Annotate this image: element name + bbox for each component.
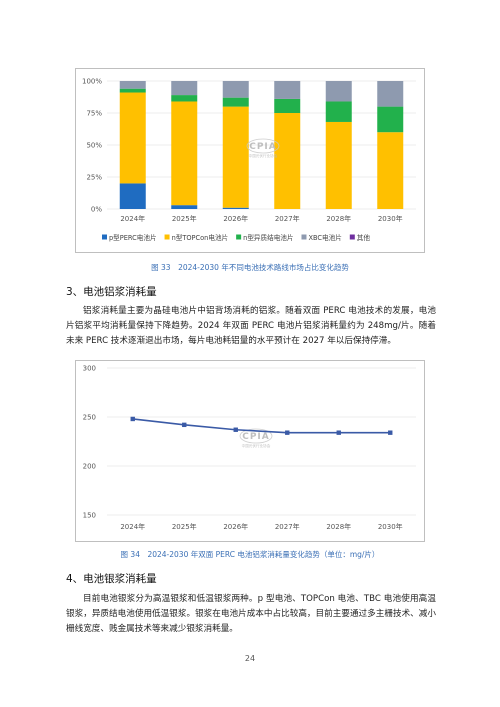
legend-swatch: [102, 234, 107, 240]
y-tick-label: 25%: [86, 174, 102, 182]
bar-segment: [119, 88, 146, 93]
bar-segment: [325, 101, 352, 122]
bar-segment: [171, 95, 198, 102]
legend-label: XBC电池片: [308, 233, 341, 242]
y-tick-label: 50%: [86, 142, 102, 150]
watermark-arc: [246, 138, 280, 154]
section-4-paragraph: 目前电池银浆分为高温银浆和低温银浆两种。p 型电池、TOPCon 电池、TBC …: [66, 594, 436, 634]
x-tick-label: 2024年: [120, 214, 145, 223]
section-3-paragraph: 铝浆消耗量主要为晶硅电池片中铝背场消耗的铝浆。随着双面 PERC 电池技术的发展…: [66, 306, 436, 346]
figure-33-caption: 图 33 2024-2030 年不同电池技术路线市场占比变化趋势: [151, 263, 349, 272]
y-tick-label: 75%: [86, 110, 102, 118]
legend-label: n型TOPCon电池片: [172, 233, 229, 242]
data-point: [336, 430, 341, 435]
x-tick-label: 2030年: [378, 522, 403, 531]
y-tick-label: 200: [83, 463, 96, 471]
legend-swatch: [236, 234, 242, 240]
data-point: [388, 430, 393, 435]
watermark-logo-text: CPIA: [242, 432, 270, 442]
watermark-sub-text: 中国光伏行业协会: [249, 153, 278, 158]
x-tick-label: 2027年: [275, 522, 300, 531]
section-3-title: 3、电池铝浆消耗量: [66, 286, 157, 298]
bar-segment: [377, 106, 404, 133]
bar-segment: [119, 183, 146, 209]
bar-segment: [274, 113, 301, 209]
x-tick-label: 2027年: [275, 214, 300, 223]
bar-segment: [325, 121, 352, 209]
line-chart: 150 200 250 300 2024年 2025年 2026年 2027年 2028年 203…: [75, 360, 425, 542]
x-tick-label: 2025年: [172, 522, 197, 531]
legend-label: p型PERC电池片: [109, 233, 157, 242]
stacked-bar-chart-svg: 0% 25% 50% 75% 100% 2024年 2025年 2026年 2027年 2028年…: [82, 78, 416, 242]
data-point: [233, 427, 238, 432]
line-chart-svg: 150 200 250 300 2024年 2025年 2026年 2027年 2028年 203…: [83, 365, 416, 531]
x-tick-label: 2026年: [223, 522, 248, 531]
x-tick-label: 2030年: [378, 214, 403, 223]
y-tick-label: 100%: [82, 78, 102, 86]
bar-segment: [222, 207, 249, 209]
bar-segment: [274, 81, 301, 99]
data-point: [182, 422, 187, 428]
y-tick-label: 150: [83, 512, 96, 520]
x-tick-label: 2024年: [120, 522, 145, 531]
bar-segment: [325, 81, 352, 102]
figure-34-caption: 图 34 2024-2030 年双面 PERC 电池铝浆消耗量变化趋势（单位：m…: [120, 550, 380, 559]
bar-segment: [171, 81, 198, 96]
y-tick-label: 0%: [91, 206, 102, 214]
watermark-arc: [239, 428, 273, 444]
bar-segment: [222, 97, 249, 107]
section-4-title: 4、电池银浆消耗量: [66, 573, 157, 585]
series-line: [132, 418, 391, 434]
bar-segment: [222, 81, 249, 98]
legend-swatch: [301, 234, 307, 240]
data-point: [285, 430, 290, 435]
watermark-logo-text: CPIA: [249, 142, 277, 152]
watermark-sub-text: 中国光伏行业协会: [242, 443, 271, 448]
bar-segment: [171, 101, 198, 206]
bar-segment: [274, 98, 301, 113]
stacked-bar-chart: 0% 25% 50% 75% 100% 2024年 2025年 2026年 2027年 2028年…: [75, 68, 425, 253]
legend-label: n型异质结电池片: [243, 233, 293, 242]
legend-swatch: [164, 234, 170, 240]
page-number: 24: [244, 654, 256, 663]
bar-segment: [119, 92, 146, 184]
bar-segment: [377, 132, 404, 209]
y-tick-label: 300: [83, 365, 96, 373]
x-tick-label: 2025年: [172, 214, 197, 223]
bar-segment: [119, 81, 146, 89]
y-tick-label: 250: [83, 414, 96, 422]
bar-segment: [171, 205, 198, 209]
x-tick-label: 2026年: [223, 214, 248, 223]
data-point: [130, 416, 135, 422]
x-tick-label: 2028年: [326, 214, 351, 223]
x-tick-label: 2028年: [326, 522, 351, 531]
bar-segment: [222, 106, 249, 208]
legend-label: 其他: [357, 233, 371, 242]
legend-swatch: [349, 234, 355, 240]
bar-segment: [377, 81, 404, 107]
